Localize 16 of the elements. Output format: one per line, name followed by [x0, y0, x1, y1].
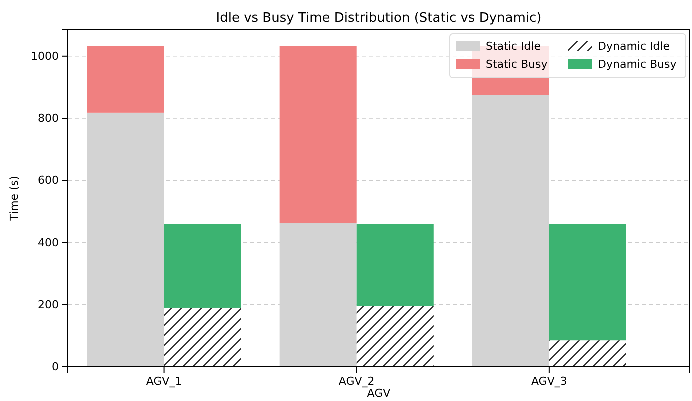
y-tick-label: 1000 [31, 50, 59, 63]
chart-title: Idle vs Busy Time Distribution (Static vs Dynamic) [216, 11, 542, 26]
x-axis-title: AGV [367, 387, 392, 400]
y-axis-title: Time (s) [8, 176, 21, 222]
legend-label: Dynamic Busy [598, 58, 678, 71]
y-tick-label: 600 [38, 174, 59, 188]
text: AGV_1 [146, 375, 182, 388]
legend-label: Static Idle [486, 40, 542, 53]
y-tick-label: 800 [38, 112, 59, 126]
y-tick-label: 200 [38, 298, 59, 312]
text: AGV_3 [531, 375, 568, 388]
text: AGV_2 [338, 375, 375, 388]
legend-label: Static Busy [486, 58, 548, 71]
y-tick-label: 0 [52, 360, 59, 374]
legend-label: Dynamic Idle [598, 40, 670, 53]
y-tick-label: 400 [38, 236, 59, 250]
